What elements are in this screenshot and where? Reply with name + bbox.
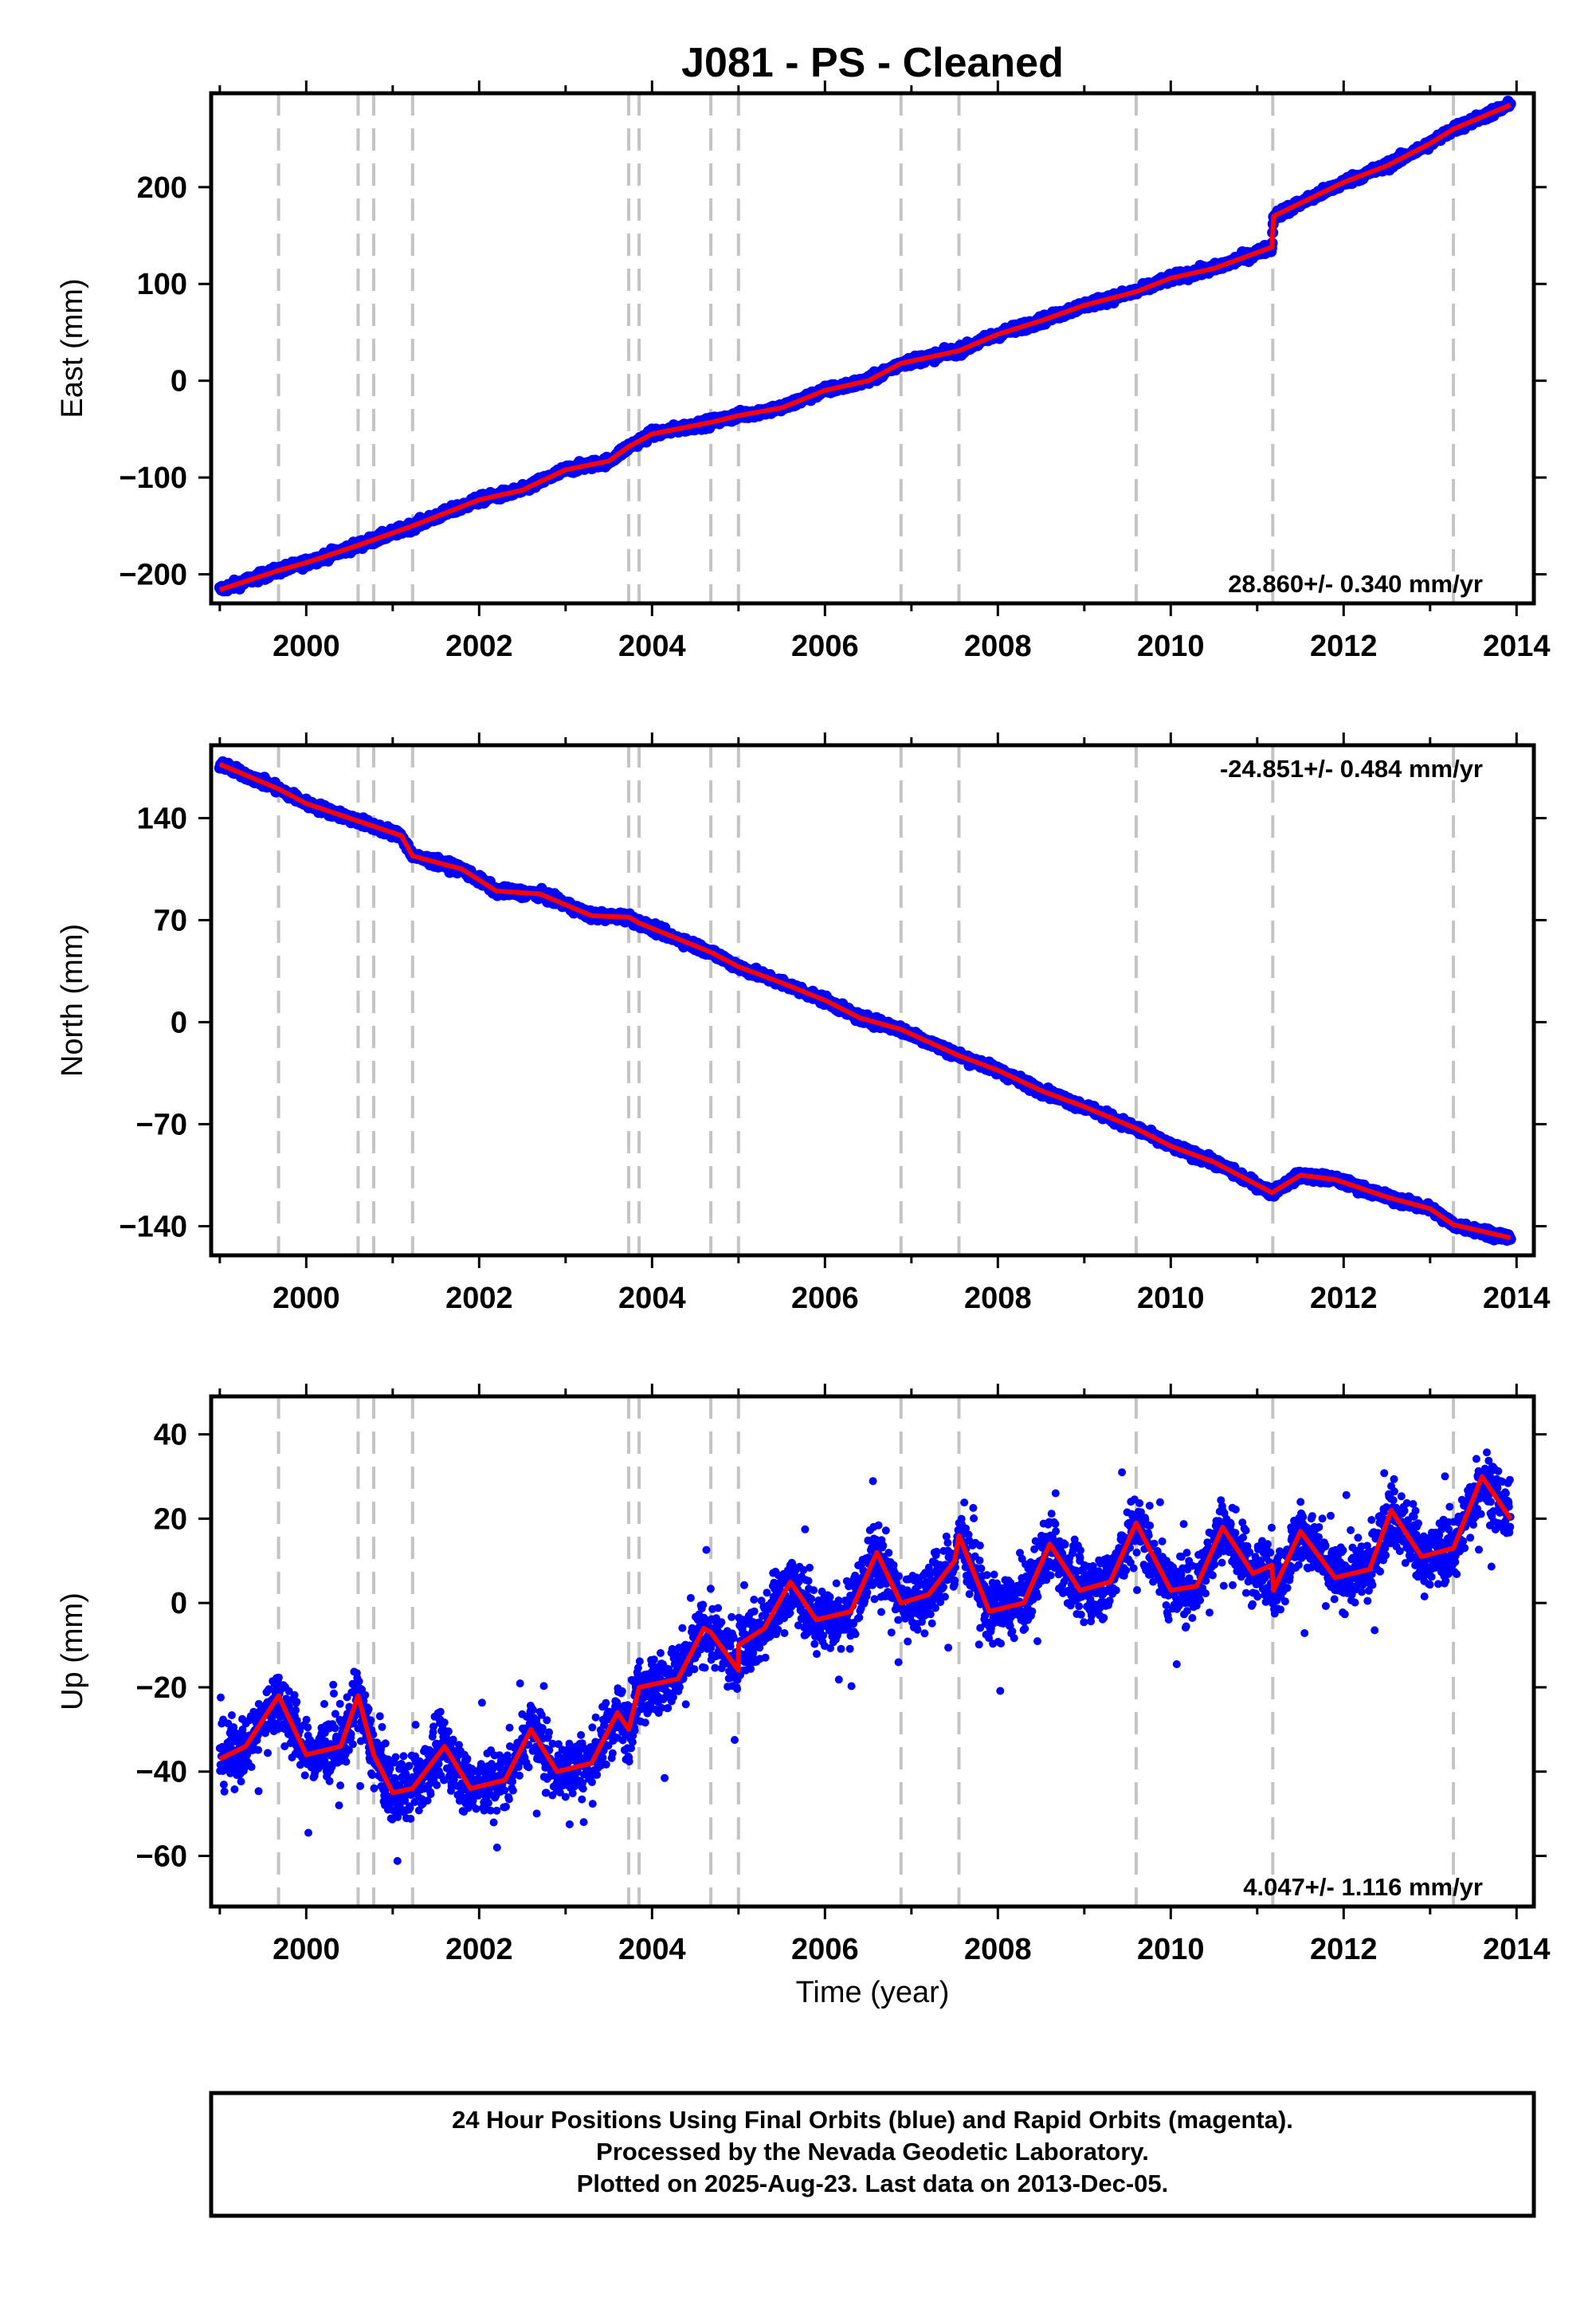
footer-line-1: 24 Hour Positions Using Final Orbits (bl… bbox=[452, 2106, 1293, 2134]
east-y-tick-label: 100 bbox=[137, 268, 187, 301]
north-x-tick-label: 2008 bbox=[964, 1282, 1032, 1315]
east-x-tick-label: 2000 bbox=[273, 630, 340, 663]
east-data-points bbox=[214, 96, 1516, 597]
east-x-tick-label: 2010 bbox=[1137, 630, 1205, 663]
east-x-tick-label: 2008 bbox=[964, 630, 1032, 663]
north-model-line bbox=[218, 762, 1512, 1241]
panel-up: 2000 2002 2004 2006 2008 2010 2012 2014 −60 −40 −2… bbox=[56, 1384, 1551, 1966]
panel-north: 2000 2002 2004 2006 2008 2010 2012 2014 −140 −70 0… bbox=[56, 732, 1551, 1315]
footer-line-2: Processed by the Nevada Geodetic Laborat… bbox=[596, 2138, 1149, 2166]
north-y-axis-title: North (mm) bbox=[56, 924, 89, 1077]
east-frame bbox=[209, 91, 1536, 606]
east-y-tick-label: 0 bbox=[171, 365, 187, 399]
east-y-axis-title: East (mm) bbox=[56, 278, 89, 418]
north-y-tick-label: −140 bbox=[119, 1210, 187, 1243]
north-x-tick-label: 2000 bbox=[273, 1282, 340, 1315]
north-x-tick-label: 2004 bbox=[618, 1282, 686, 1315]
up-y-axis-title: Up (mm) bbox=[56, 1592, 89, 1710]
panel-east: 2000 2002 2004 2006 2008 2010 2012 2014−200−100… bbox=[56, 81, 1551, 663]
north-y-tick-label: −70 bbox=[136, 1108, 187, 1141]
up-x-tick-label: 2008 bbox=[964, 1933, 1032, 1966]
footer-line-3: Plotted on 2025-Aug-23. Last data on 201… bbox=[577, 2170, 1169, 2197]
north-frame bbox=[209, 743, 1536, 1258]
east-x-tick-label: 2004 bbox=[618, 630, 686, 663]
north-y-tick-label: 140 bbox=[137, 802, 187, 835]
up-y-tick-label: −40 bbox=[136, 1756, 187, 1789]
east-x-tick-label: 2014 bbox=[1483, 630, 1551, 663]
north-rate-label: -24.851+/- 0.484 mm/yr bbox=[1220, 755, 1483, 783]
footer-box: 24 Hour Positions Using Final Orbits (bl… bbox=[209, 2091, 1536, 2218]
up-y-tick-label: 20 bbox=[154, 1502, 187, 1536]
up-y-tick-label: −20 bbox=[136, 1671, 187, 1705]
up-x-tick-label: 2002 bbox=[445, 1933, 513, 1966]
east-y-tick-label: −100 bbox=[119, 461, 187, 495]
up-data-points bbox=[215, 1448, 1515, 1865]
x-axis-title: Time (year) bbox=[796, 1976, 950, 2009]
north-x-tick-label: 2002 bbox=[445, 1282, 513, 1315]
east-y-tick-label: −200 bbox=[119, 559, 187, 592]
north-x-tick-label: 2012 bbox=[1310, 1282, 1378, 1315]
east-x-tick-label: 2002 bbox=[445, 630, 513, 663]
east-y-tick-label: 200 bbox=[137, 171, 187, 205]
up-y-tick-label: 0 bbox=[171, 1587, 187, 1620]
north-data-points bbox=[214, 756, 1516, 1247]
up-x-tick-label: 2000 bbox=[273, 1933, 340, 1966]
east-x-tick-label: 2012 bbox=[1310, 630, 1378, 663]
up-x-tick-label: 2004 bbox=[618, 1933, 686, 1966]
up-frame bbox=[209, 1394, 1536, 1909]
up-x-tick-label: 2010 bbox=[1137, 1933, 1205, 1966]
east-rate-label: 28.860+/- 0.340 mm/yr bbox=[1228, 570, 1483, 598]
up-x-tick-label: 2014 bbox=[1483, 1933, 1551, 1966]
up-x-tick-label: 2012 bbox=[1310, 1933, 1378, 1966]
panels: 2000 2002 2004 2006 2008 2010 2012 2014−200−100… bbox=[56, 81, 1551, 1966]
up-x-tick-label: 2006 bbox=[791, 1933, 859, 1966]
east-model-line bbox=[218, 102, 1512, 592]
north-x-tick-label: 2014 bbox=[1483, 1282, 1551, 1315]
north-y-tick-label: 70 bbox=[154, 904, 187, 937]
up-rate-label: 4.047+/- 1.116 mm/yr bbox=[1243, 1873, 1483, 1901]
chart-title: J081 - PS - Cleaned bbox=[681, 40, 1064, 86]
up-y-tick-label: −60 bbox=[136, 1840, 187, 1874]
north-x-tick-label: 2006 bbox=[791, 1282, 859, 1315]
north-x-tick-label: 2010 bbox=[1137, 1282, 1205, 1315]
east-x-tick-label: 2006 bbox=[791, 630, 859, 663]
up-y-tick-label: 40 bbox=[154, 1419, 187, 1452]
up-model-line bbox=[218, 1474, 1513, 1796]
north-y-tick-label: 0 bbox=[171, 1006, 187, 1039]
